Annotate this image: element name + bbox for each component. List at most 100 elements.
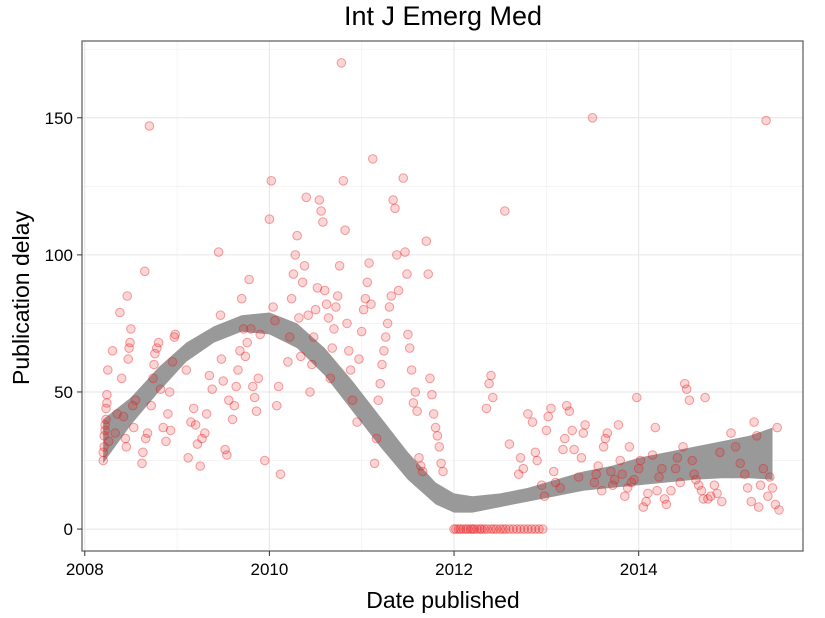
data-point <box>453 524 464 534</box>
data-point <box>652 485 662 496</box>
data-point <box>125 337 135 348</box>
data-point <box>110 428 120 438</box>
data-point <box>283 357 293 367</box>
data-point <box>500 206 510 216</box>
data-point <box>130 395 141 406</box>
data-point <box>369 458 380 469</box>
data-point <box>403 329 413 340</box>
data-point <box>229 400 240 411</box>
data-point <box>190 420 201 430</box>
data-point <box>434 442 445 452</box>
data-point <box>432 431 443 441</box>
data-point <box>101 414 111 425</box>
data-point <box>513 469 524 480</box>
data-point <box>609 474 620 485</box>
data-point <box>712 488 722 499</box>
data-point <box>620 491 630 502</box>
data-point <box>537 524 548 534</box>
data-point <box>580 420 590 430</box>
data-point <box>472 524 482 534</box>
data-point <box>197 433 207 444</box>
data-point <box>149 359 159 370</box>
data-point <box>461 524 471 534</box>
y-tick-label: 0 <box>64 520 73 539</box>
data-point <box>765 472 775 482</box>
data-point <box>382 318 393 329</box>
data-point <box>438 466 448 477</box>
data-point <box>273 381 284 392</box>
data-point <box>508 524 518 534</box>
data-point <box>527 417 538 427</box>
data-point <box>227 414 238 425</box>
data-point <box>624 442 635 452</box>
data-point <box>481 403 492 414</box>
data-point <box>600 433 611 444</box>
data-point <box>115 307 125 318</box>
data-point <box>297 277 308 288</box>
data-point <box>430 422 441 433</box>
data-point <box>124 343 134 353</box>
data-point <box>99 431 109 441</box>
data-point <box>294 313 304 323</box>
data-point <box>360 293 371 304</box>
data-point <box>416 461 426 471</box>
data-point <box>519 524 530 534</box>
data-point <box>296 351 306 362</box>
data-point <box>380 332 391 342</box>
data-point <box>680 378 690 389</box>
data-point <box>246 324 256 334</box>
chart-title: Int J Emerg Med <box>344 1 542 31</box>
data-point <box>617 469 627 480</box>
data-point <box>425 373 435 384</box>
data-point <box>386 291 397 301</box>
data-point <box>373 395 384 406</box>
data-point <box>128 400 138 411</box>
data-point <box>726 428 736 438</box>
data-point <box>402 269 412 279</box>
data-point <box>266 176 277 186</box>
data-point <box>186 417 196 427</box>
data-point <box>345 365 356 375</box>
data-point <box>449 524 459 534</box>
data-point <box>742 483 753 493</box>
data-point <box>137 458 147 469</box>
data-point <box>573 472 584 482</box>
data-point <box>224 395 234 406</box>
data-point <box>417 466 428 477</box>
data-point <box>183 453 193 463</box>
data-point <box>465 524 476 534</box>
data-point <box>253 373 264 384</box>
data-point <box>122 291 132 301</box>
data-point <box>406 365 417 375</box>
data-point <box>421 236 432 246</box>
grid <box>82 41 803 551</box>
data-point <box>307 359 317 370</box>
data-point <box>231 381 241 392</box>
data-point <box>567 425 578 436</box>
y-axis-title: Publication delay <box>8 211 34 385</box>
data-point <box>167 357 178 367</box>
data-point <box>242 337 252 348</box>
data-point <box>264 214 275 224</box>
data-point <box>329 324 339 334</box>
data-point <box>666 485 676 496</box>
data-point <box>479 524 490 534</box>
data-point <box>491 524 502 534</box>
data-point <box>331 302 341 312</box>
data-point <box>670 463 681 474</box>
data-point <box>455 524 466 534</box>
data-point <box>486 524 496 534</box>
data-point <box>192 439 203 449</box>
y-axis: 0 50 100 150 <box>45 109 82 539</box>
data-point <box>98 447 108 458</box>
data-point <box>650 422 661 433</box>
data-point <box>475 524 485 534</box>
data-point <box>398 173 409 183</box>
data-point <box>327 343 338 353</box>
data-point <box>379 346 389 356</box>
data-point <box>530 524 541 534</box>
data-point <box>689 469 699 480</box>
data-point <box>534 524 544 534</box>
data-point <box>684 395 695 406</box>
